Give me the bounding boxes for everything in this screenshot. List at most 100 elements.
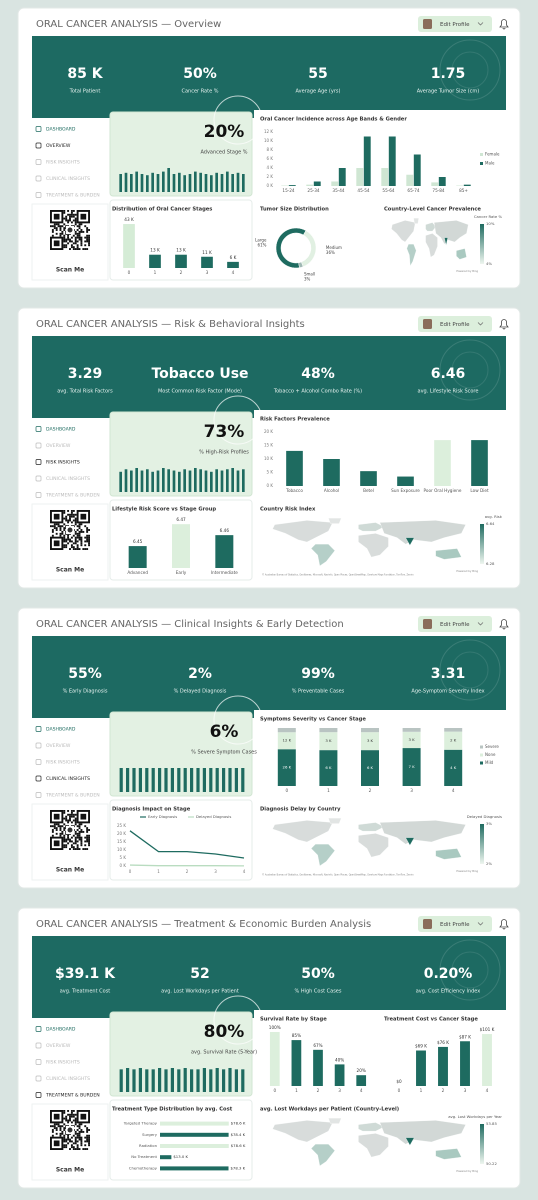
data-label: 3 K: [367, 738, 374, 743]
chart-bar: Distribution of Oral Cancer Stages 0 43 K 1…: [112, 207, 239, 275]
highlight-value: 73%: [204, 422, 245, 442]
map-region: [310, 544, 336, 567]
data-label: 3 K: [409, 737, 416, 742]
banner-decoration: [439, 939, 501, 1001]
nav-item[interactable]: CLINICAL INSIGHTS: [35, 775, 90, 782]
qr-module: [59, 832, 62, 835]
qr-module: [76, 544, 79, 547]
nav-item[interactable]: DASHBOARD: [35, 426, 76, 433]
qr-module: [67, 236, 70, 239]
nav-label: RISK INSIGHTS: [46, 1060, 80, 1066]
qr-module: [69, 1138, 71, 1141]
qr-module: [88, 1142, 90, 1145]
bar: [269, 1032, 280, 1086]
banner-decoration: [439, 639, 501, 701]
qr-module: [72, 515, 75, 518]
qr-module: [67, 821, 70, 824]
chart-title: avg. Lost Workdays per Patient (Country-…: [260, 1107, 399, 1113]
edit-profile-button[interactable]: Edit Profile: [418, 916, 492, 932]
qr-module: [78, 832, 81, 835]
qr-module: [74, 240, 77, 243]
qr-module: [74, 523, 77, 526]
edit-profile-button[interactable]: Edit Profile: [418, 316, 492, 332]
nav-item[interactable]: CLINICAL INSIGHTS: [35, 1075, 90, 1082]
qr-module: [80, 1140, 83, 1143]
nav-item[interactable]: TREATMENT & BURDEN: [35, 792, 100, 799]
nav-item[interactable]: DASHBOARD: [35, 726, 76, 733]
bar-segment: [444, 749, 463, 786]
edit-profile-button[interactable]: Edit Profile: [418, 616, 492, 632]
qr-module: [67, 213, 70, 216]
qr-module: [72, 1119, 75, 1122]
qr-module: [72, 548, 75, 550]
qr-module: [86, 827, 89, 830]
edit-profile-button[interactable]: Edit Profile: [418, 16, 492, 32]
qr-module: [51, 1134, 54, 1137]
qr-finder-core: [80, 813, 87, 820]
map-region: [406, 244, 417, 267]
qr-module: [88, 836, 90, 839]
qr-module: [67, 813, 70, 816]
qr-module: [78, 1127, 81, 1130]
data-label: $87 K: [459, 1034, 471, 1039]
bar: [356, 168, 364, 186]
qr-module: [74, 821, 77, 824]
qr-module: [88, 240, 90, 243]
nav-icon: [35, 775, 42, 782]
kpi-value: 48%: [301, 366, 335, 382]
nav-item[interactable]: RISK INSIGHTS: [35, 759, 80, 766]
qr-module: [63, 1136, 66, 1139]
qr-module: [53, 523, 56, 526]
bar: [397, 476, 414, 486]
bell-icon[interactable]: [499, 619, 509, 630]
qr-module: [70, 221, 73, 224]
qr-module: [88, 236, 90, 239]
qr-module: [61, 1130, 64, 1133]
sparkline-bar: [209, 1069, 213, 1092]
qr-module: [51, 1125, 54, 1128]
nav-item[interactable]: TREATMENT & BURDEN: [35, 1092, 100, 1099]
qr-finder-core: [53, 813, 60, 820]
qr-module: [67, 819, 70, 822]
nav-item[interactable]: OVERVIEW: [35, 1042, 71, 1049]
bell-icon[interactable]: [499, 319, 509, 330]
nav-item[interactable]: RISK INSIGHTS: [35, 159, 80, 166]
nav-item[interactable]: DASHBOARD: [35, 1026, 76, 1033]
segment-label: 3%: [304, 276, 311, 281]
qr-module: [59, 1134, 62, 1137]
qr-module: [69, 1115, 71, 1118]
nav-icon: [35, 492, 42, 498]
nav-item[interactable]: TREATMENT & BURDEN: [35, 492, 100, 499]
qr-module: [86, 836, 89, 839]
bell-icon[interactable]: [499, 19, 509, 30]
nav-item[interactable]: CLINICAL INSIGHTS: [35, 175, 90, 182]
qr-module: [88, 538, 90, 541]
qr-module: [86, 538, 89, 541]
qr-finder-core: [53, 1140, 60, 1147]
bell-icon[interactable]: [499, 919, 509, 930]
qr-module: [88, 1144, 90, 1147]
qr-module: [65, 1140, 68, 1143]
sparkline-bar: [234, 1069, 238, 1092]
qr-module: [86, 1129, 89, 1131]
qr-module: [50, 225, 52, 228]
legend-tick-label: 6.28: [486, 561, 495, 566]
nav-item[interactable]: OVERVIEW: [35, 442, 71, 449]
x-tick-label: 3: [214, 869, 217, 874]
sidebar: [32, 418, 108, 500]
content-bg: [254, 410, 506, 582]
nav-item[interactable]: RISK INSIGHTS: [35, 1059, 80, 1066]
kpi-label: Tobacco + Alcohol Combo Rate (%): [273, 389, 362, 395]
nav-item[interactable]: OVERVIEW: [35, 742, 71, 749]
sparkline-bar: [156, 174, 160, 192]
nav-item[interactable]: CLINICAL INSIGHTS: [35, 475, 90, 482]
qr-module: [65, 238, 68, 241]
nav-item[interactable]: RISK INSIGHTS: [35, 459, 80, 466]
scan-me: Scan Me: [56, 567, 84, 574]
qr-module: [63, 238, 66, 241]
nav-item[interactable]: DASHBOARD: [35, 126, 76, 133]
nav-item[interactable]: TREATMENT & BURDEN: [35, 192, 100, 199]
qr-module: [78, 232, 81, 235]
qr-module: [65, 844, 68, 847]
nav-item[interactable]: OVERVIEW: [35, 142, 71, 149]
